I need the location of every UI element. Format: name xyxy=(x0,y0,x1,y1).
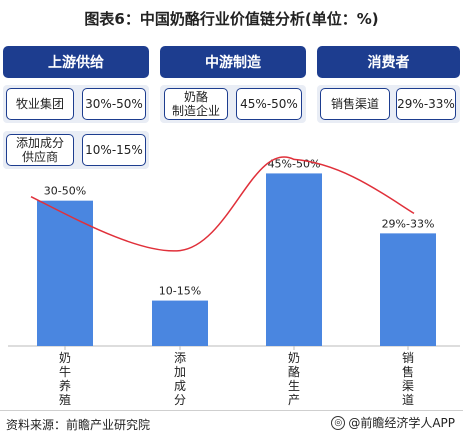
category-label-3-char-3: 生 xyxy=(288,379,300,393)
data-label-2: 10-15% xyxy=(159,285,201,298)
header-midstream: 中游制造 xyxy=(160,46,306,78)
category-label-1-char-4: 殖 xyxy=(59,392,71,407)
data-label-1: 30-50% xyxy=(44,185,86,198)
header-consumer: 消费者 xyxy=(317,46,460,78)
row-label-cheese-maker: 奶酪 制造企业 xyxy=(164,88,228,120)
bar-chart: 30-50%奶牛养殖10-15%添加成分45%-50%奶酪生产29%-33%销售… xyxy=(8,156,460,407)
bar-1 xyxy=(37,200,93,346)
chart-title: 图表6：中国奶酪行业价值链分析(单位：%) xyxy=(84,10,379,28)
footer-divider xyxy=(0,410,463,411)
category-label-4-char-2: 售 xyxy=(402,364,414,379)
category-label-2-char-2: 加 xyxy=(174,365,186,379)
category-label-3-char-1: 奶 xyxy=(288,351,300,365)
bar-4 xyxy=(380,233,436,346)
category-label-3-char-2: 酪 xyxy=(288,364,300,379)
row-label-dairy-group: 牧业集团 xyxy=(6,88,74,120)
row-value-dairy-group: 30%-50% xyxy=(82,88,146,120)
category-label-4-char-1: 销 xyxy=(402,351,414,365)
row-value-cheese-maker: 45%-50% xyxy=(236,88,302,120)
source-note: 资料来源：前瞻产业研究院 xyxy=(6,418,151,432)
category-label-3-char-4: 产 xyxy=(288,393,300,407)
category-label-2-char-3: 成 xyxy=(174,379,186,393)
value-curve xyxy=(30,156,415,252)
brand-mark: ◎ @前瞻经济学人APP xyxy=(331,414,455,431)
data-label-4: 29%-33% xyxy=(382,217,435,230)
bar-3 xyxy=(266,173,322,346)
row-label-sales-channel: 销售渠道 xyxy=(320,88,390,120)
row-label-additive-supplier: 添加成分 供应商 xyxy=(6,134,74,166)
brand-logo-icon: ◎ xyxy=(331,415,346,430)
category-label-1-char-1: 奶 xyxy=(59,351,71,365)
header-upstream: 上游供给 xyxy=(3,46,149,78)
category-label-1-char-2: 牛 xyxy=(59,364,71,379)
category-label-2-char-1: 添 xyxy=(174,351,186,365)
brand-text: @前瞻经济学人APP xyxy=(348,416,455,430)
row-value-sales-channel: 29%-33% xyxy=(396,88,456,120)
category-label-2-char-4: 分 xyxy=(174,393,186,407)
category-label-4-char-3: 渠 xyxy=(402,379,414,393)
row-value-additive-supplier: 10%-15% xyxy=(82,134,146,166)
category-label-1-char-3: 养 xyxy=(59,378,71,393)
category-label-4-char-4: 道 xyxy=(402,393,414,407)
bar-2 xyxy=(152,300,208,346)
